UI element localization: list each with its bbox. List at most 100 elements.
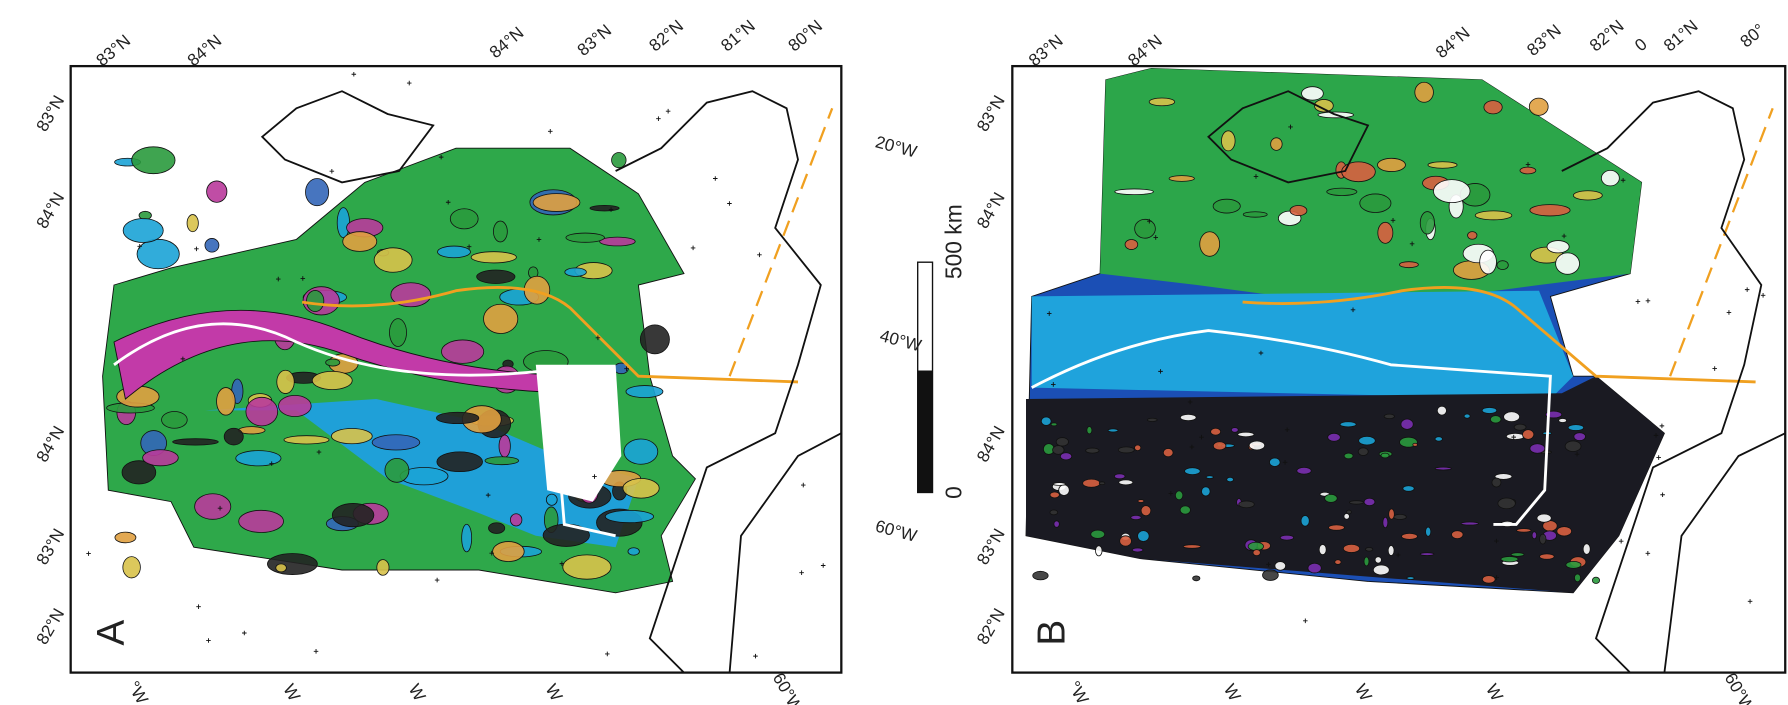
anomaly	[245, 396, 279, 427]
latitude-label: 81°N	[1660, 16, 1701, 55]
anomaly	[622, 478, 660, 499]
anomaly	[437, 245, 471, 259]
white-boundary	[1031, 329, 1552, 526]
anomaly	[1274, 561, 1287, 571]
graticule-cross	[1187, 399, 1193, 405]
anomaly	[1556, 526, 1572, 537]
anomaly	[1328, 524, 1345, 531]
anomaly	[1600, 169, 1620, 187]
anomaly	[1539, 553, 1555, 560]
graticule-cross	[1199, 434, 1204, 440]
graticule-cross	[275, 276, 281, 282]
latitude-label: 82°N	[973, 605, 1009, 648]
latitude-label: 83°N	[1025, 31, 1066, 70]
grid-region	[1100, 68, 1642, 308]
graticule-cross	[489, 550, 495, 556]
anomaly	[1496, 260, 1509, 271]
anomaly	[1365, 547, 1374, 552]
anomaly	[1201, 486, 1211, 497]
graticule-cross	[1747, 599, 1753, 604]
anomaly	[1327, 432, 1341, 442]
anomaly	[1531, 531, 1538, 540]
graticule-cross	[466, 244, 472, 249]
anomaly	[1573, 432, 1586, 441]
anomaly	[1326, 187, 1358, 196]
anomaly	[1419, 211, 1435, 235]
orange-dashed	[728, 107, 834, 377]
graticule-cross	[351, 71, 357, 77]
graticule-cross	[1284, 427, 1290, 433]
anomaly	[1174, 490, 1184, 501]
anomaly	[1134, 218, 1156, 239]
anomaly	[1510, 552, 1525, 557]
anomaly	[331, 503, 375, 528]
graticule-cross	[1620, 177, 1626, 183]
anomaly	[1134, 444, 1142, 452]
longitude-label: 60°W	[873, 517, 919, 546]
graticule-cross	[624, 366, 629, 371]
anomaly	[389, 318, 407, 347]
anomaly	[278, 394, 312, 417]
anomaly	[1300, 515, 1310, 527]
scale-label: 500 km	[940, 204, 966, 279]
anomaly	[1085, 447, 1100, 454]
anomaly	[476, 269, 516, 284]
anomaly	[1131, 547, 1144, 553]
anomaly	[1529, 443, 1546, 454]
anomaly	[1380, 452, 1390, 459]
graticule-cross	[1258, 350, 1264, 356]
anomaly	[238, 509, 284, 533]
anomaly	[1334, 559, 1342, 565]
anomaly	[1052, 445, 1065, 455]
anomaly	[1117, 446, 1135, 454]
anomaly	[639, 324, 670, 355]
anomaly	[1481, 575, 1496, 584]
anomaly	[283, 435, 330, 445]
anomaly	[1357, 447, 1369, 456]
anomaly	[545, 493, 558, 506]
longitude-label: W	[1351, 681, 1376, 705]
graticule-cross	[242, 630, 247, 636]
anomaly	[186, 214, 199, 233]
anomaly	[461, 523, 473, 553]
graticule-cross	[1659, 423, 1665, 429]
anomaly	[1148, 97, 1176, 107]
graticule-cross	[608, 207, 614, 212]
latitude-label: 84°N	[973, 189, 1009, 232]
anomaly	[1082, 478, 1101, 488]
anomaly	[1237, 431, 1255, 438]
orange-dashed	[1669, 107, 1774, 377]
anomaly	[235, 450, 282, 467]
longitude-label: W	[405, 681, 430, 705]
anomaly	[1383, 413, 1395, 420]
anomaly	[1140, 505, 1152, 517]
anomaly	[306, 290, 325, 313]
graticule-cross	[445, 199, 451, 205]
anomaly	[1481, 407, 1498, 414]
anomaly	[390, 282, 432, 308]
anomaly	[342, 231, 378, 252]
anomaly	[1434, 436, 1443, 442]
latitude-label: 0	[1631, 35, 1651, 56]
anomaly	[1497, 497, 1516, 510]
anomaly	[1238, 500, 1255, 509]
anomaly	[1474, 210, 1513, 221]
latitude-label: 84°N	[33, 189, 69, 232]
anomaly	[1489, 415, 1502, 424]
anomaly	[1049, 509, 1059, 516]
graticule-cross	[1525, 162, 1531, 167]
longitude-label: W	[1482, 681, 1507, 705]
anomaly	[1107, 428, 1119, 433]
anomaly	[1419, 552, 1435, 556]
anomaly	[532, 193, 581, 212]
anomaly	[1242, 211, 1268, 218]
anomaly	[1546, 240, 1570, 254]
anomaly	[1399, 261, 1419, 269]
latitude-label: 84°N	[184, 31, 225, 70]
anomaly	[1119, 535, 1132, 547]
anomaly	[1113, 473, 1126, 480]
latitude-label: 83°N	[33, 92, 69, 135]
anomaly	[373, 247, 413, 273]
graticule-cross	[1494, 575, 1499, 580]
graticule-cross	[559, 561, 565, 566]
